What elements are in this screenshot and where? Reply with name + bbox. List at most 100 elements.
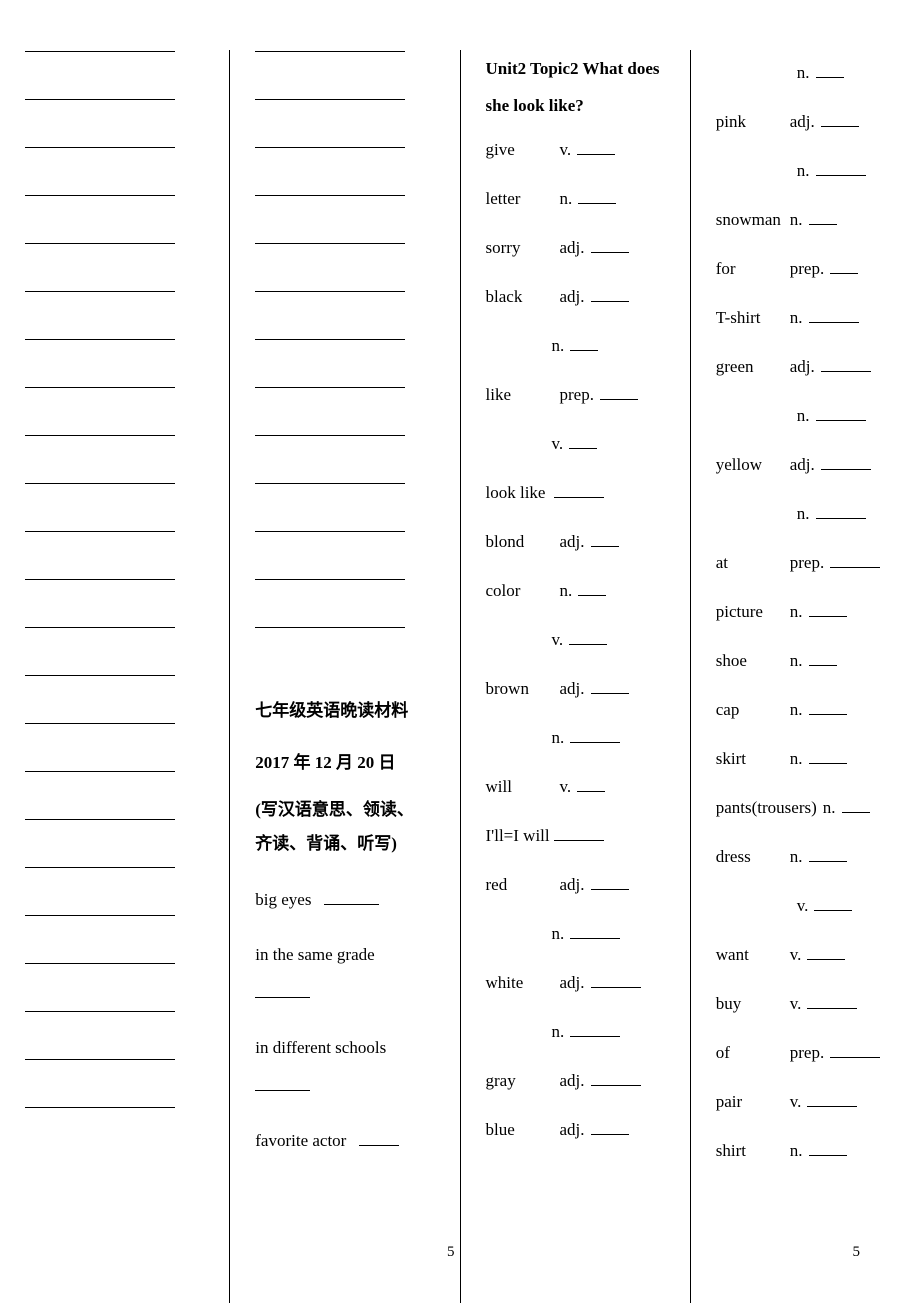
vocab-word: cap xyxy=(716,700,784,720)
blank-line xyxy=(25,1058,175,1060)
vocab-pos: adj. xyxy=(560,1071,585,1091)
blank-line xyxy=(255,626,405,628)
blank-line xyxy=(25,482,175,484)
blank-line xyxy=(25,290,175,292)
vocab-pos: adj. xyxy=(790,112,815,132)
vocab-pos: v. xyxy=(790,994,802,1014)
vocab-blank xyxy=(570,921,620,939)
page-number-left: 5 xyxy=(447,1244,455,1261)
vocab-pos: v. xyxy=(560,777,572,797)
vocab-word: shirt xyxy=(716,1141,784,1161)
vocab-word: want xyxy=(716,945,784,965)
vocab-pos: prep. xyxy=(560,385,594,405)
vocab-pos: v. xyxy=(790,1092,802,1112)
vocab-blank xyxy=(816,501,866,519)
blank-line xyxy=(255,482,405,484)
page-columns: 七年级英语晩读材料 2017 年 12 月 20 日 (写汉语意思、领读、 齐读… xyxy=(0,0,920,1303)
vocab-pos: adj. xyxy=(560,973,585,993)
vocab-entry: blond adj. xyxy=(486,529,665,552)
vocab-blank xyxy=(809,305,859,323)
vocab-entry: greenadj. xyxy=(716,354,895,377)
vocab-pos: v. xyxy=(560,140,572,160)
blank-line xyxy=(255,242,405,244)
vocab-word: black xyxy=(486,287,554,307)
blank-line xyxy=(255,434,405,436)
page-number-right: 5 xyxy=(853,1244,861,1261)
vocab-pos: n. xyxy=(552,1022,565,1042)
vocab-pos: n. xyxy=(797,504,810,524)
vocab-blank xyxy=(591,529,619,547)
vocab-entry: forprep. xyxy=(716,256,895,279)
vocab-blank xyxy=(591,872,629,890)
blank-line xyxy=(25,338,175,340)
vocab-word: picture xyxy=(716,602,784,622)
vocab-entry: n. xyxy=(486,725,665,748)
vocab-word: T-shirt xyxy=(716,308,784,328)
vocab-entry: like prep. xyxy=(486,382,665,405)
vocab-blank xyxy=(842,795,870,813)
vocab-entry: lettern. xyxy=(486,186,665,209)
blank-line xyxy=(25,194,175,196)
vocab-blank xyxy=(821,354,871,372)
vocab-entry: dressn. xyxy=(716,844,895,867)
blank-line xyxy=(25,626,175,628)
vocab-word: will xyxy=(486,777,554,797)
vocab-pos: n. xyxy=(790,210,803,230)
vocab-entry: n. xyxy=(716,158,895,181)
vocab-blank xyxy=(830,550,880,568)
vocab-blank xyxy=(591,1068,641,1086)
section-note-l1: (写汉语意思、领读、 xyxy=(255,793,434,827)
vocab-blank xyxy=(809,844,847,862)
column-3: Unit2 Topic2 What does she look like? gi… xyxy=(461,50,691,1303)
vocab-pos: n. xyxy=(790,1141,803,1161)
vocab-pos: n. xyxy=(552,336,565,356)
vocab-word: like xyxy=(486,385,554,405)
blank-line xyxy=(25,818,175,820)
vocab-pos: n. xyxy=(790,749,803,769)
blank-line xyxy=(255,98,405,100)
blank-line xyxy=(25,722,175,724)
vocab-word: shoe xyxy=(716,651,784,671)
vocab-pos: n. xyxy=(560,581,573,601)
vocab-word: sorry xyxy=(486,238,554,258)
vocab-entry: brownadj. xyxy=(486,676,665,699)
vocab-pos: n. xyxy=(790,651,803,671)
vocab-word: yellow xyxy=(716,455,784,475)
phrase-same-grade: in the same grade xyxy=(255,936,434,1011)
vocab-pos: adj. xyxy=(560,532,585,552)
vocab-blank xyxy=(809,746,847,764)
blank-line xyxy=(255,146,405,148)
vocab-entry: n. xyxy=(486,1019,665,1042)
vocab-entry: I'll=I will xyxy=(486,823,665,846)
blank-line xyxy=(25,146,175,148)
vocab-blank xyxy=(591,970,641,988)
vocab-pos: prep. xyxy=(790,553,824,573)
vocab-entry: look like xyxy=(486,480,665,503)
blank-line xyxy=(25,434,175,436)
vocab-word: red xyxy=(486,875,554,895)
blank-line xyxy=(255,338,405,340)
vocab-word: blond xyxy=(486,532,554,552)
vocab-entry: wantv. xyxy=(716,942,895,965)
vocab-entry: ofprep. xyxy=(716,1040,895,1063)
vocab-entry: color n. xyxy=(486,578,665,601)
vocab-word: letter xyxy=(486,189,554,209)
vocab-pos: n. xyxy=(797,406,810,426)
blank-line xyxy=(25,866,175,868)
vocab-pos: adj. xyxy=(560,1120,585,1140)
vocab-blank xyxy=(591,676,629,694)
vocab-entry: blackadj. xyxy=(486,284,665,307)
vocab-entry: givev. xyxy=(486,137,665,160)
vocab-entry: n. xyxy=(486,333,665,356)
vocab-blank xyxy=(809,648,837,666)
vocab-blank xyxy=(821,452,871,470)
vocab-blank xyxy=(830,1040,880,1058)
blank-line xyxy=(25,674,175,676)
vocab-word: color xyxy=(486,581,554,601)
vocab-blank xyxy=(570,333,598,351)
vocab-blank xyxy=(807,942,845,960)
column-2: 七年级英语晩读材料 2017 年 12 月 20 日 (写汉语意思、领读、 齐读… xyxy=(230,50,460,1303)
vocab-entry: shoe n. xyxy=(716,648,895,671)
vocab-blank xyxy=(577,137,615,155)
vocab-word: brown xyxy=(486,679,554,699)
